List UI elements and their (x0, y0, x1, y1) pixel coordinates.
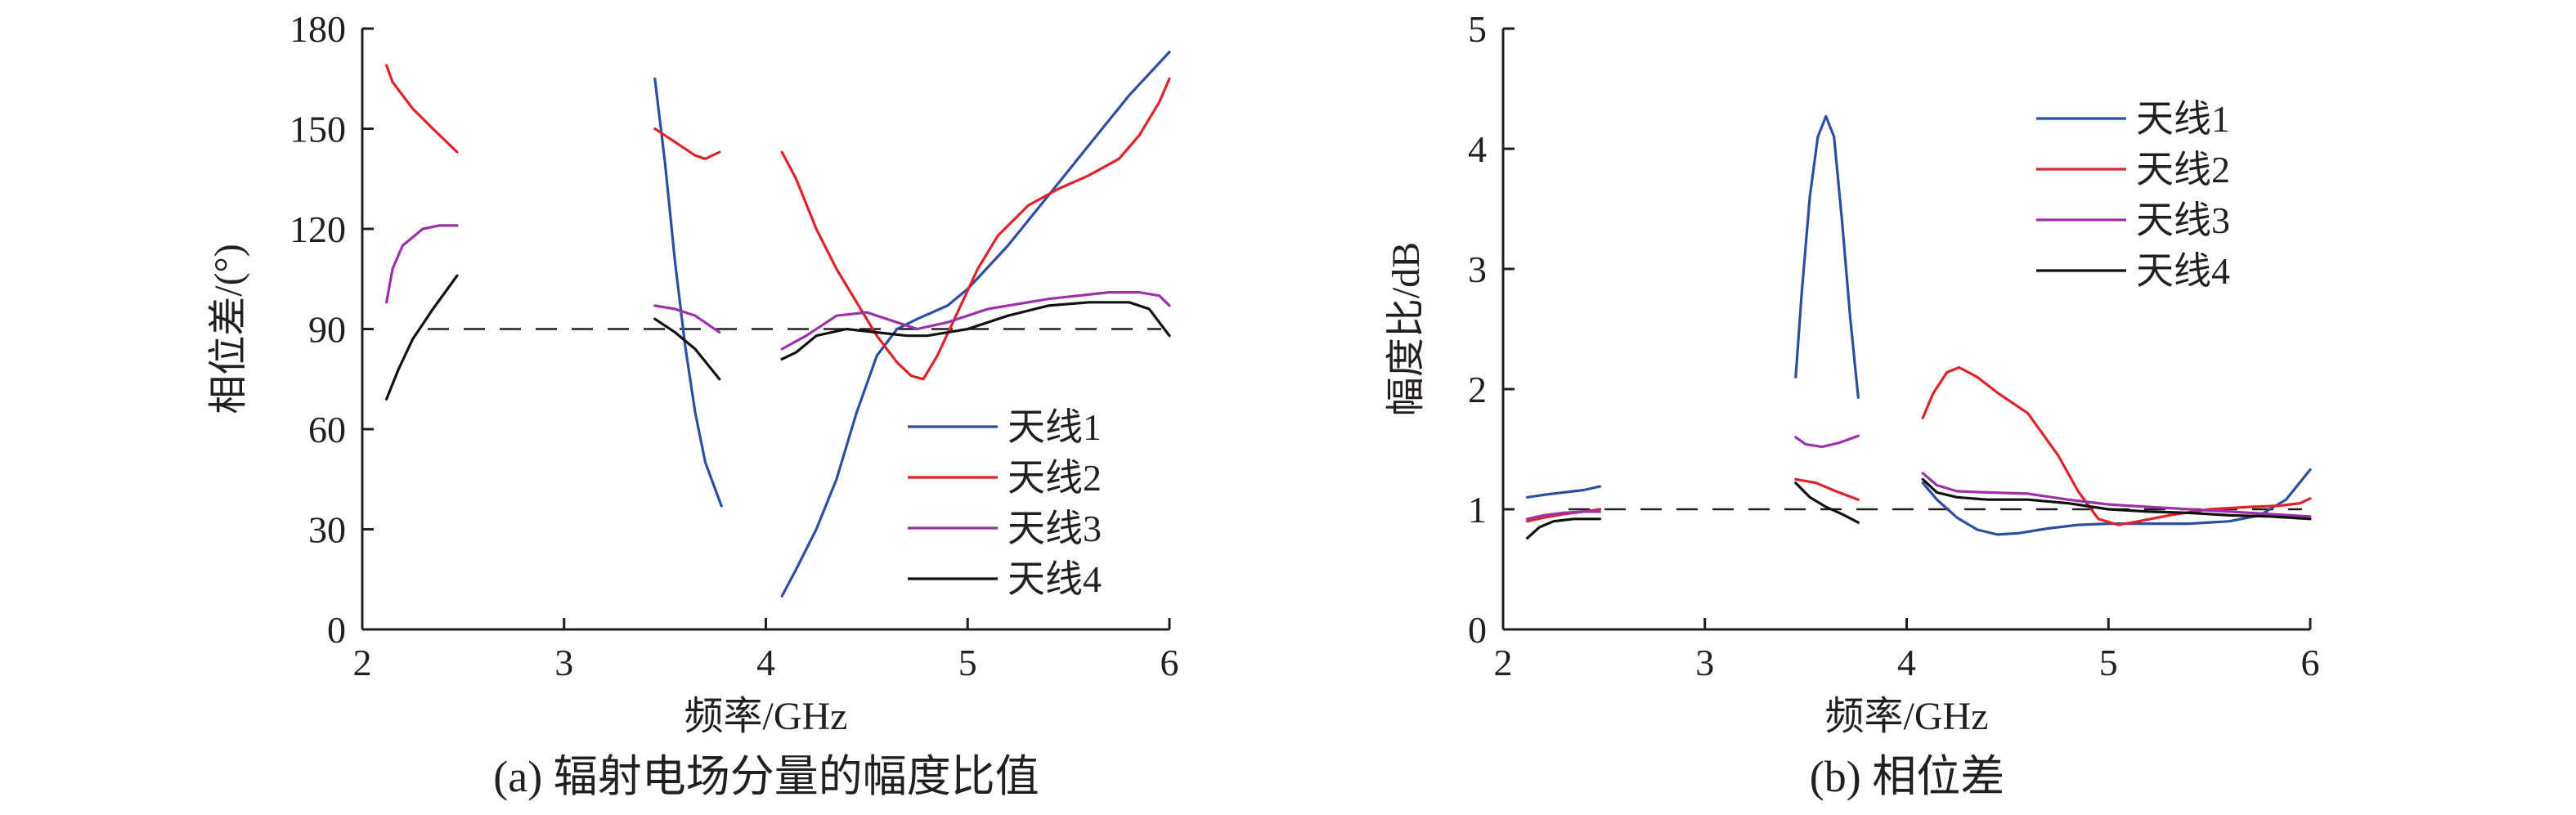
chart-b-series-2-line (1794, 477, 1860, 501)
chart-b-legend-label-2: 天线2 (2136, 149, 2230, 190)
chart-b-x-tick-label: 3 (1695, 642, 1714, 683)
chart-b-y-tick-label: 0 (1468, 609, 1487, 651)
chart-a-y-tick-label: 150 (289, 109, 346, 150)
chart-b-y-axis-title: 幅度比/dB (1384, 242, 1428, 416)
chart-a-series-4-line (780, 301, 1171, 360)
chart-a-series-3-line (653, 304, 721, 334)
chart-b-series-2-line (1921, 365, 2312, 526)
chart-b-caption: (b) 相位差 (1810, 752, 2004, 801)
chart-b-x-tick-label: 2 (1494, 642, 1513, 683)
chart-b-legend-label-3: 天线3 (2136, 199, 2230, 241)
chart-a-x-tick-label: 3 (554, 642, 573, 683)
chart-a-series-3-line (780, 291, 1171, 351)
chart-a-legend-label-2: 天线2 (1008, 457, 1102, 499)
chart-a-legend-label-3: 天线3 (1008, 508, 1102, 549)
chart-a-series-3-line (385, 224, 459, 304)
chart-b-series-1-line (1526, 485, 1601, 499)
chart-a-y-tick-label: 120 (289, 208, 346, 250)
chart-a-y-tick-label: 60 (308, 409, 346, 450)
chart-b-y-tick-label: 3 (1468, 249, 1487, 290)
chart-a-x-tick-label: 6 (1160, 642, 1179, 683)
chart-a-series-1-line (780, 51, 1171, 598)
chart-a-y-tick-label: 90 (308, 309, 346, 351)
chart-b-y-tick-label: 4 (1468, 128, 1487, 170)
chart-a-legend: 天线1 天线2 天线3 天线4 (908, 406, 1102, 600)
chart-b-legend-label-1: 天线1 (2136, 98, 2230, 140)
chart-b-series-3-line (1794, 434, 1860, 449)
chart-b-series-4-line (1526, 517, 1601, 540)
chart-a-legend-label-4: 天线4 (1008, 558, 1102, 600)
chart-a-y-tick-label: 0 (327, 609, 346, 651)
chart-b-series-3-line (1921, 472, 2312, 518)
chart-b-legend: 天线1 天线2 天线3 天线4 (2036, 98, 2230, 292)
chart-a-series-2-line (780, 77, 1171, 381)
chart-b-x-tick-label: 5 (2099, 642, 2118, 683)
chart-a-y-tick-label: 180 (289, 8, 346, 50)
chart-b-legend-label-4: 天线4 (2136, 250, 2230, 292)
chart-a-series-4-line (653, 317, 721, 381)
chart-b-x-tick-label: 6 (2301, 642, 2320, 683)
chart-b-y-tick-label: 5 (1468, 8, 1487, 50)
chart-a-legend-label-1: 天线1 (1008, 406, 1102, 448)
chart-b-series-4-line (1921, 477, 2312, 521)
chart-b-x-axis-title: 频率/GHz (1825, 695, 1989, 738)
chart-a-series-2-line (385, 64, 459, 154)
chart-a-x-tick-label: 2 (353, 642, 372, 683)
chart-a-caption: (a) 辐射电场分量的幅度比值 (493, 752, 1039, 801)
chart-b-x-tick-label: 4 (1897, 642, 1916, 683)
chart-a-series-4-line (385, 274, 459, 401)
chart-a-series-2-line (653, 127, 721, 160)
chart-a-x-tick-label: 4 (756, 642, 775, 683)
chart-b-y-tick-label: 2 (1468, 369, 1487, 410)
chart-a-y-tick-label: 30 (308, 509, 346, 551)
chart-b-series-4-line (1794, 481, 1860, 524)
chart-a-x-tick-label: 5 (958, 642, 977, 683)
chart-b-series-3-line (1526, 510, 1601, 521)
chart-b-series-1-line (1921, 468, 2312, 536)
chart-a-x-axis-title: 频率/GHz (684, 695, 848, 738)
chart-b-y-tick-label: 1 (1468, 489, 1487, 531)
chart-b-series-1-line (1794, 114, 1860, 399)
chart-a-y-axis-title: 相位差/(°) (207, 244, 250, 414)
chart-a-series-1-line (653, 77, 723, 508)
